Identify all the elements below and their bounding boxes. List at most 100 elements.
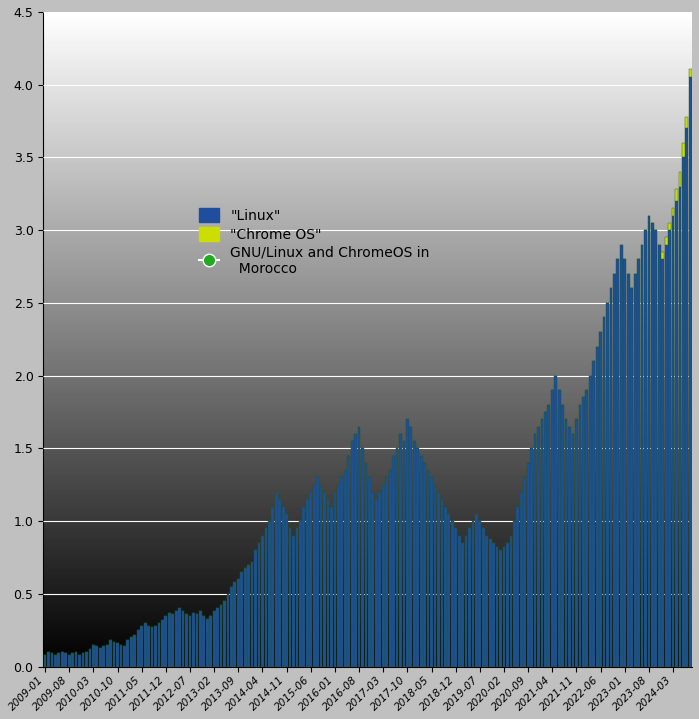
Bar	[154, 626, 157, 667]
Bar	[389, 470, 391, 667]
Bar	[282, 507, 284, 667]
Bar	[96, 646, 98, 667]
Bar	[675, 189, 678, 201]
Bar	[212, 611, 215, 667]
Bar	[219, 605, 222, 667]
Bar	[206, 618, 208, 667]
Bar	[99, 648, 101, 667]
Bar	[382, 485, 384, 667]
Bar	[440, 499, 443, 667]
Bar	[392, 456, 395, 667]
Bar	[682, 143, 685, 157]
Bar	[106, 645, 108, 667]
Bar	[337, 485, 340, 667]
Bar	[330, 507, 333, 667]
Bar	[586, 390, 588, 667]
Bar	[68, 655, 71, 667]
Bar	[668, 230, 671, 667]
Bar	[603, 318, 605, 667]
Bar	[347, 456, 350, 667]
Bar	[303, 507, 305, 667]
Bar	[109, 641, 112, 667]
Bar	[378, 492, 381, 667]
Bar	[396, 449, 398, 667]
Bar	[517, 507, 519, 667]
Bar	[406, 419, 409, 667]
Bar	[50, 654, 53, 667]
Bar	[572, 434, 575, 667]
Bar	[547, 405, 550, 667]
Bar	[123, 646, 126, 667]
Bar	[251, 562, 254, 667]
Bar	[644, 230, 647, 667]
Bar	[472, 521, 475, 667]
Bar	[524, 477, 526, 667]
Bar	[78, 655, 81, 667]
Bar	[120, 645, 122, 667]
Bar	[665, 244, 668, 667]
Bar	[275, 492, 278, 667]
Bar	[465, 536, 468, 667]
Bar	[513, 521, 516, 667]
Bar	[637, 260, 640, 667]
Bar	[606, 303, 609, 667]
Bar	[565, 419, 568, 667]
Bar	[189, 615, 192, 667]
Bar	[433, 485, 436, 667]
Bar	[57, 654, 60, 667]
Bar	[209, 615, 212, 667]
Bar	[575, 419, 578, 667]
Bar	[420, 456, 423, 667]
Bar	[596, 347, 598, 667]
Bar	[89, 649, 92, 667]
Bar	[686, 128, 689, 667]
Bar	[92, 645, 95, 667]
Bar	[319, 485, 322, 667]
Bar	[554, 375, 557, 667]
Bar	[296, 528, 298, 667]
Bar	[579, 405, 582, 667]
Bar	[589, 375, 591, 667]
Bar	[537, 426, 540, 667]
Bar	[682, 157, 685, 667]
Bar	[365, 463, 368, 667]
Bar	[226, 594, 229, 667]
Bar	[451, 521, 454, 667]
Bar	[661, 252, 664, 260]
Bar	[489, 539, 491, 667]
Bar	[82, 654, 85, 667]
Bar	[686, 116, 689, 128]
Bar	[375, 499, 377, 667]
Bar	[113, 642, 115, 667]
Bar	[71, 654, 74, 667]
Bar	[599, 332, 602, 667]
Bar	[333, 492, 336, 667]
Bar	[137, 631, 140, 667]
Bar	[413, 441, 416, 667]
Bar	[64, 654, 67, 667]
Bar	[292, 536, 295, 667]
Bar	[223, 601, 226, 667]
Bar	[178, 608, 181, 667]
Bar	[672, 216, 675, 667]
Bar	[410, 426, 412, 667]
Bar	[551, 390, 554, 667]
Bar	[651, 223, 654, 667]
Bar	[610, 288, 612, 667]
Bar	[216, 608, 219, 667]
Bar	[175, 611, 178, 667]
Bar	[672, 209, 675, 216]
Bar	[458, 536, 461, 667]
Bar	[164, 615, 167, 667]
Bar	[313, 485, 315, 667]
Bar	[264, 528, 267, 667]
Bar	[361, 449, 364, 667]
Bar	[506, 543, 509, 667]
Legend: "Linux", "Chrome OS", GNU/Linux and ChromeOS in
  Morocco: "Linux", "Chrome OS", GNU/Linux and Chro…	[193, 202, 435, 281]
Bar	[368, 477, 370, 667]
Bar	[254, 550, 257, 667]
Bar	[192, 613, 195, 667]
Bar	[624, 260, 626, 667]
Bar	[668, 223, 671, 230]
Bar	[482, 528, 484, 667]
